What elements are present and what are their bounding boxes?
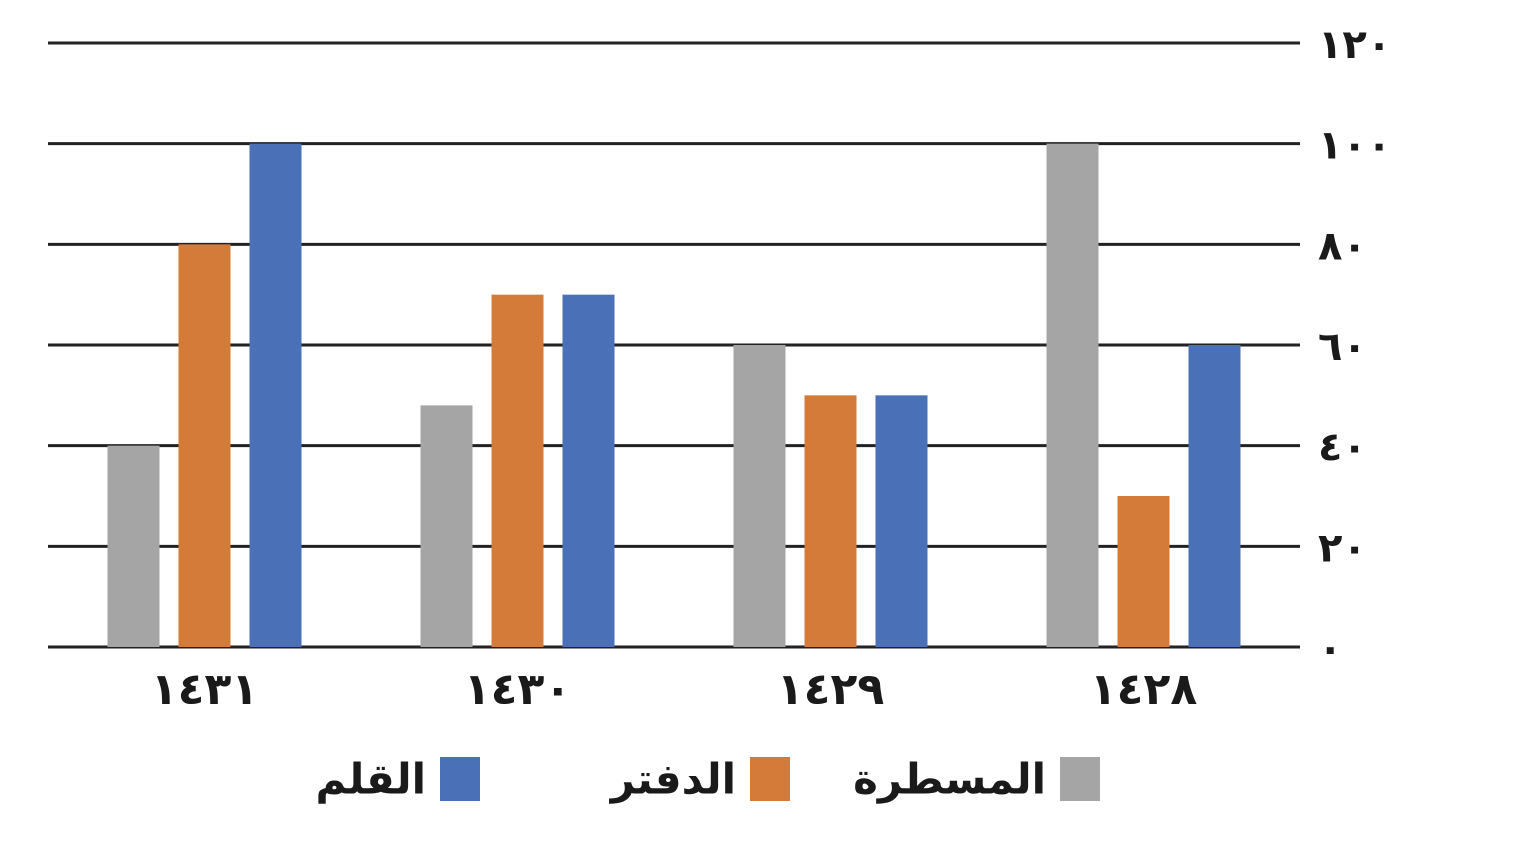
legend-label: الدفتر	[609, 755, 736, 805]
bar	[1188, 345, 1241, 647]
bar	[562, 294, 615, 647]
bar	[1117, 496, 1170, 647]
y-tick-label: ٠	[1318, 626, 1342, 672]
y-tick-label: ٤٠	[1318, 425, 1367, 471]
x-tick-label: ١٤٢٩	[777, 664, 884, 715]
bar	[178, 244, 231, 648]
bar	[420, 405, 473, 647]
bar	[875, 395, 928, 647]
legend-label: المسطرة	[853, 755, 1046, 805]
bar	[491, 294, 544, 647]
legend-label: القلم	[316, 755, 426, 804]
y-tick-label: ١٠٠	[1318, 123, 1391, 169]
bar	[1046, 143, 1099, 647]
y-tick-label: ٢٠	[1318, 525, 1367, 571]
y-tick-label: ٦٠	[1318, 324, 1367, 370]
x-tick-label: ١٤٢٨	[1090, 664, 1198, 715]
bar	[107, 445, 160, 647]
legend-swatch	[1060, 757, 1100, 801]
bar	[733, 345, 786, 647]
legend-swatch	[440, 757, 480, 801]
y-tick-label: ٨٠	[1318, 223, 1367, 269]
y-tick-label: ١٢٠	[1318, 22, 1391, 68]
bar	[804, 395, 857, 647]
x-tick-label: ١٤٣٠	[464, 664, 571, 715]
bar	[249, 143, 302, 647]
x-tick-label: ١٤٣١	[151, 664, 258, 715]
legend-swatch	[750, 757, 790, 801]
